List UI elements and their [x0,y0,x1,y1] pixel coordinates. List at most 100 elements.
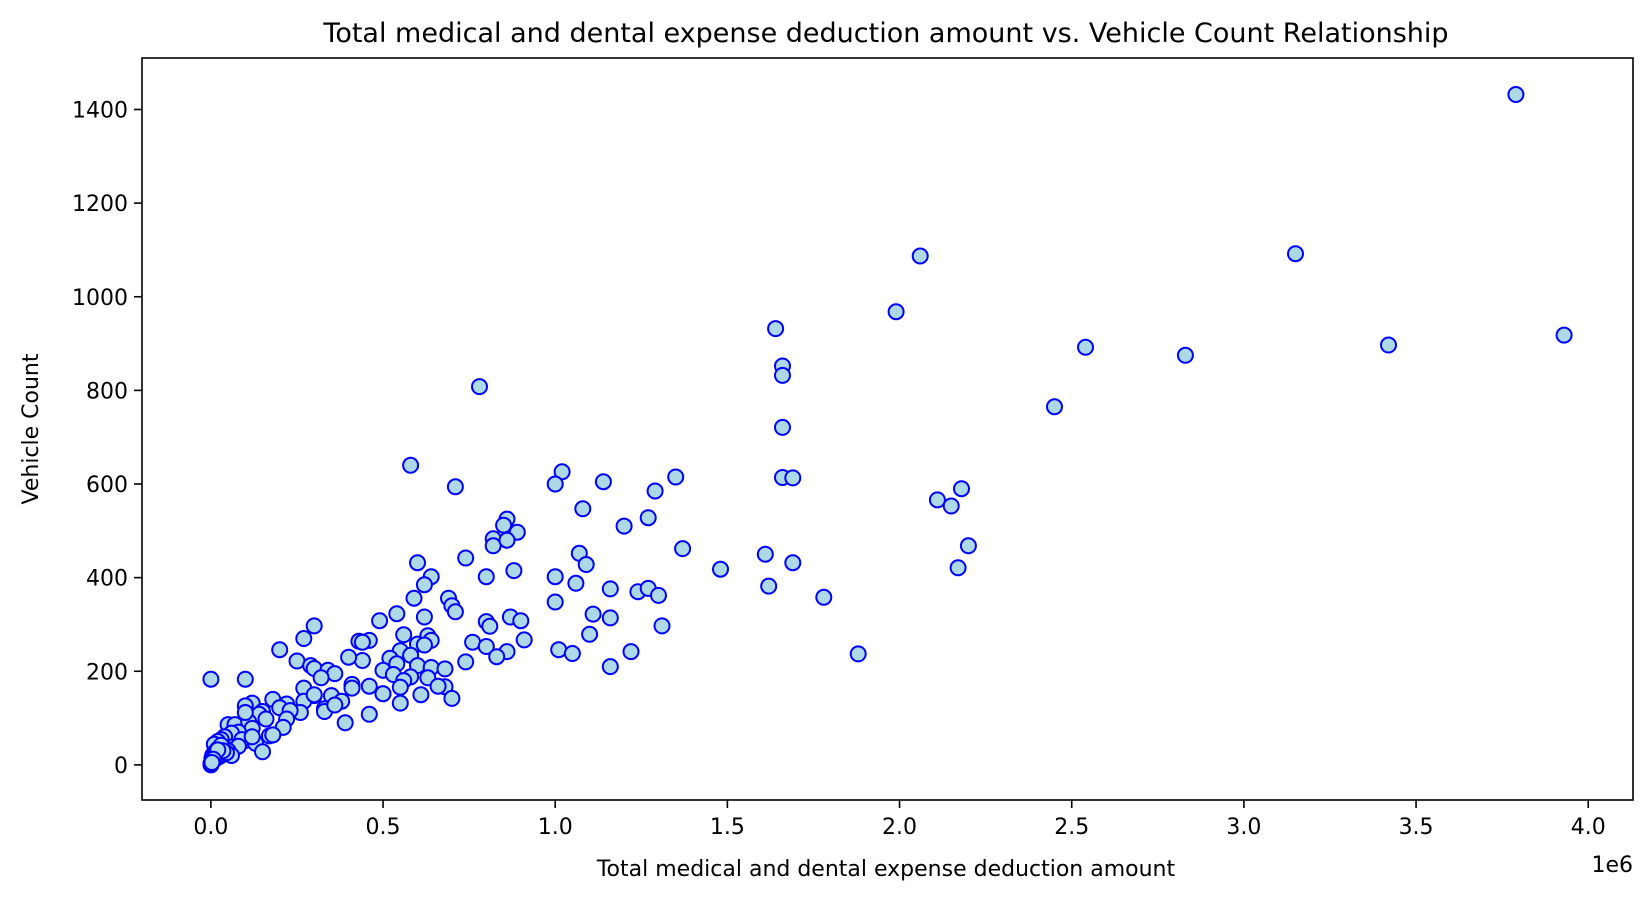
data-point [203,754,221,771]
data-point [353,633,371,651]
data-point [360,677,378,695]
y-tick-label: 0 [114,754,128,779]
data-point [928,491,946,509]
data-point [942,497,960,515]
x-tick-label: 2.0 [882,815,917,840]
data-point [1287,245,1304,263]
x-axis-offset-label: 1e6 [1591,853,1633,878]
data-point [443,689,461,707]
data-point [581,625,599,643]
data-point [622,643,640,661]
y-tick-label: 800 [86,379,128,404]
data-point [1176,346,1194,364]
data-point [577,556,595,573]
data-point [546,475,564,493]
data-point [343,679,361,697]
data-point [340,648,358,666]
data-point [464,633,482,651]
data-point [402,456,420,474]
data-point [563,645,581,662]
x-axis-label: Total medical and dental expense deducti… [596,857,1176,882]
data-point [391,678,409,696]
data-point [512,612,530,630]
y-tick-label: 1000 [72,286,128,311]
data-point [336,714,354,732]
data-point [650,586,667,604]
x-tick-label: 0.0 [193,815,228,840]
data-point [457,549,475,567]
data-point [457,653,475,671]
data-point [574,500,592,518]
data-point [477,638,495,655]
data-point [409,554,426,572]
data-point [312,669,330,687]
data-point [429,677,447,695]
data-point [498,531,516,549]
data-point [567,574,585,592]
data-point [756,545,774,563]
y-tick-label: 1400 [72,98,128,123]
data-point [271,641,289,659]
x-tick-label: 3.5 [1399,815,1434,840]
x-tick-label: 2.5 [1054,815,1089,840]
data-point [1380,336,1397,354]
data-point [594,473,612,491]
data-point [601,580,619,598]
data-point [1077,338,1094,356]
x-tick-label: 0.5 [366,815,401,840]
data-point [495,516,513,534]
data-point [1507,86,1525,103]
data-point [667,468,685,486]
data-point [1046,398,1063,416]
data-point [601,609,619,627]
data-point [243,728,261,746]
data-point [774,366,791,384]
data-point [949,559,967,577]
y-axis-label: Vehicle Count [19,353,44,504]
data-point [295,630,313,647]
data-point [415,608,433,626]
data-point [477,568,495,586]
y-tick-label: 200 [86,660,128,685]
x-tick-label: 1.5 [710,815,745,840]
data-point [488,648,506,666]
data-point [415,636,433,654]
data-point [815,588,833,606]
data-point [254,743,271,761]
data-point [639,509,657,527]
data-point [257,710,275,728]
data-point [1555,326,1573,344]
data-point [712,560,729,578]
data-point [236,704,254,721]
data-point [305,617,323,635]
data-point [391,694,409,712]
data-point [767,320,785,338]
y-axis: 0 200 400 600 800 1000 1200 1400 [72,98,142,779]
data-point [446,478,464,496]
data-point [395,626,413,644]
data-point [484,537,502,555]
data-point [546,568,564,586]
data-point [405,589,423,607]
data-point [264,726,282,744]
data-point [550,641,568,659]
chart-title: Total medical and dental expense deducti… [322,18,1448,49]
data-point [388,605,406,623]
data-point [849,645,867,663]
data-point [601,658,619,676]
data-point [515,631,533,649]
data-points [202,86,1573,774]
data-point [615,517,633,535]
data-point [371,612,389,630]
data-point [887,303,905,321]
data-point [774,418,791,436]
data-point [481,617,499,635]
y-tick-label: 600 [86,473,128,498]
data-point [446,603,464,621]
data-point [326,696,344,714]
data-point [436,660,454,678]
data-point [202,670,220,688]
data-point [584,605,602,623]
